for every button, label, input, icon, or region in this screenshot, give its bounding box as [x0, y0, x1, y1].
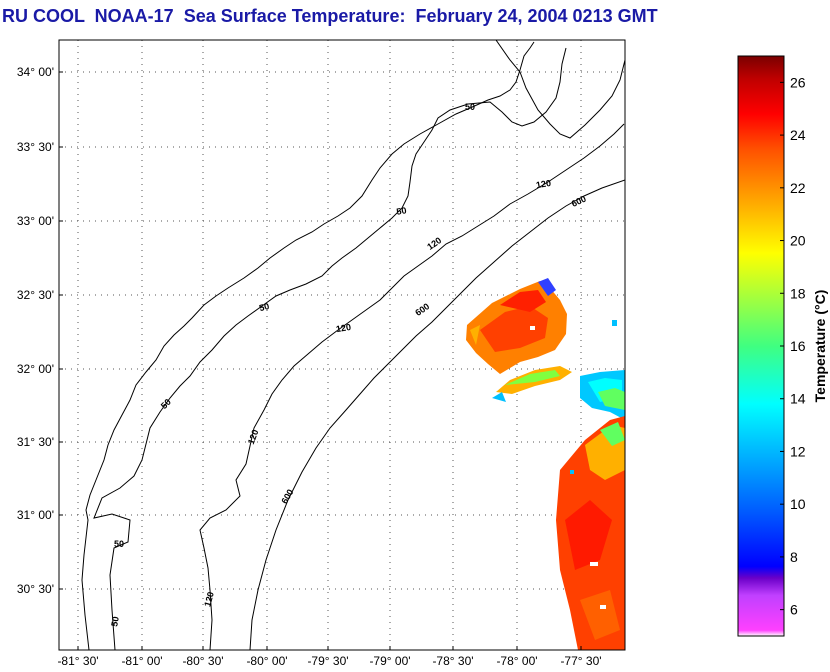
lon-tick-label: -79° 00' — [369, 654, 410, 668]
lat-tick-label: 31° 00' — [17, 508, 54, 522]
colorbar-tick-label: 8 — [790, 549, 798, 565]
colorbar-tick-label: 20 — [790, 233, 806, 249]
colorbar-tick-label: 24 — [790, 127, 806, 143]
contour-label: 50 — [159, 397, 173, 411]
plot-frame — [58, 39, 626, 651]
bathymetry-contours — [81, 40, 625, 650]
contour-label: 50 — [465, 102, 475, 112]
lat-tick-label: 34° 00' — [17, 65, 54, 79]
lat-tick-label: 30° 30' — [17, 582, 54, 596]
sst-patch-cold-east — [580, 320, 625, 420]
contour-600 — [249, 179, 625, 650]
contour-label: 120 — [335, 322, 352, 334]
colorbar-tick-label: 12 — [790, 443, 806, 459]
colorbar-tick-label: 6 — [790, 602, 798, 618]
contour-label: 120 — [246, 428, 261, 446]
contour-label: 120 — [425, 235, 443, 252]
lon-tick-label: -81° 30' — [57, 654, 98, 668]
latitude-axis: 34° 00' 33° 30' 33° 00' 32° 30' 32° 00' 31° 3… — [17, 65, 63, 596]
colorbar-tick-label: 10 — [790, 496, 806, 512]
lon-tick-label: -78° 00' — [496, 654, 537, 668]
colorbar-ticks: 26 24 22 20 18 16 14 12 10 8 6 — [780, 74, 806, 618]
contour-label: 50 — [258, 301, 270, 313]
contour-label: 120 — [535, 178, 552, 190]
lon-tick-label: -80° 00' — [246, 654, 287, 668]
contour-label: 600 — [413, 301, 431, 318]
sst-patch-band — [492, 366, 572, 402]
lat-tick-label: 31° 30' — [17, 435, 54, 449]
colorbar-tick-label: 16 — [790, 338, 806, 354]
lon-tick-label: -80° 30' — [182, 654, 223, 668]
contour-label: 50 — [396, 205, 408, 217]
lon-tick-label: -81° 00' — [121, 654, 162, 668]
colorbar-tick-label: 22 — [790, 180, 806, 196]
colorbar-label: Temperature (°C) — [812, 290, 828, 403]
lon-tick-label: -78° 30' — [432, 654, 473, 668]
contour-label: 50 — [114, 539, 124, 549]
colorbar — [737, 55, 785, 637]
colorbar-tick-label: 18 — [790, 285, 806, 301]
lat-tick-label: 32° 00' — [17, 362, 54, 376]
lat-tick-label: 33° 30' — [17, 140, 54, 154]
sst-data-layer — [466, 278, 625, 650]
contour-50 — [93, 47, 567, 650]
map-title: RU COOL NOAA-17 Sea Surface Temperature:… — [2, 6, 658, 26]
contour-label: 120 — [202, 591, 216, 608]
grid-lines — [59, 40, 625, 650]
colorbar-tick-label: 26 — [790, 74, 806, 90]
colorbar-tick-label: 14 — [790, 391, 806, 407]
contour-label: 50 — [109, 616, 121, 628]
contour-120 — [199, 123, 625, 650]
sst-patch-north — [466, 278, 567, 374]
lon-tick-label: -79° 30' — [307, 654, 348, 668]
lat-tick-label: 33° 00' — [17, 214, 54, 228]
lat-tick-label: 32° 30' — [17, 288, 54, 302]
sst-patch-south — [556, 416, 625, 650]
lon-tick-label: -77° 30' — [560, 654, 601, 668]
coastline — [81, 41, 535, 650]
longitude-axis: -81° 30' -81° 00' -80° 30' -80° 00' -79° 30'… — [57, 646, 602, 668]
